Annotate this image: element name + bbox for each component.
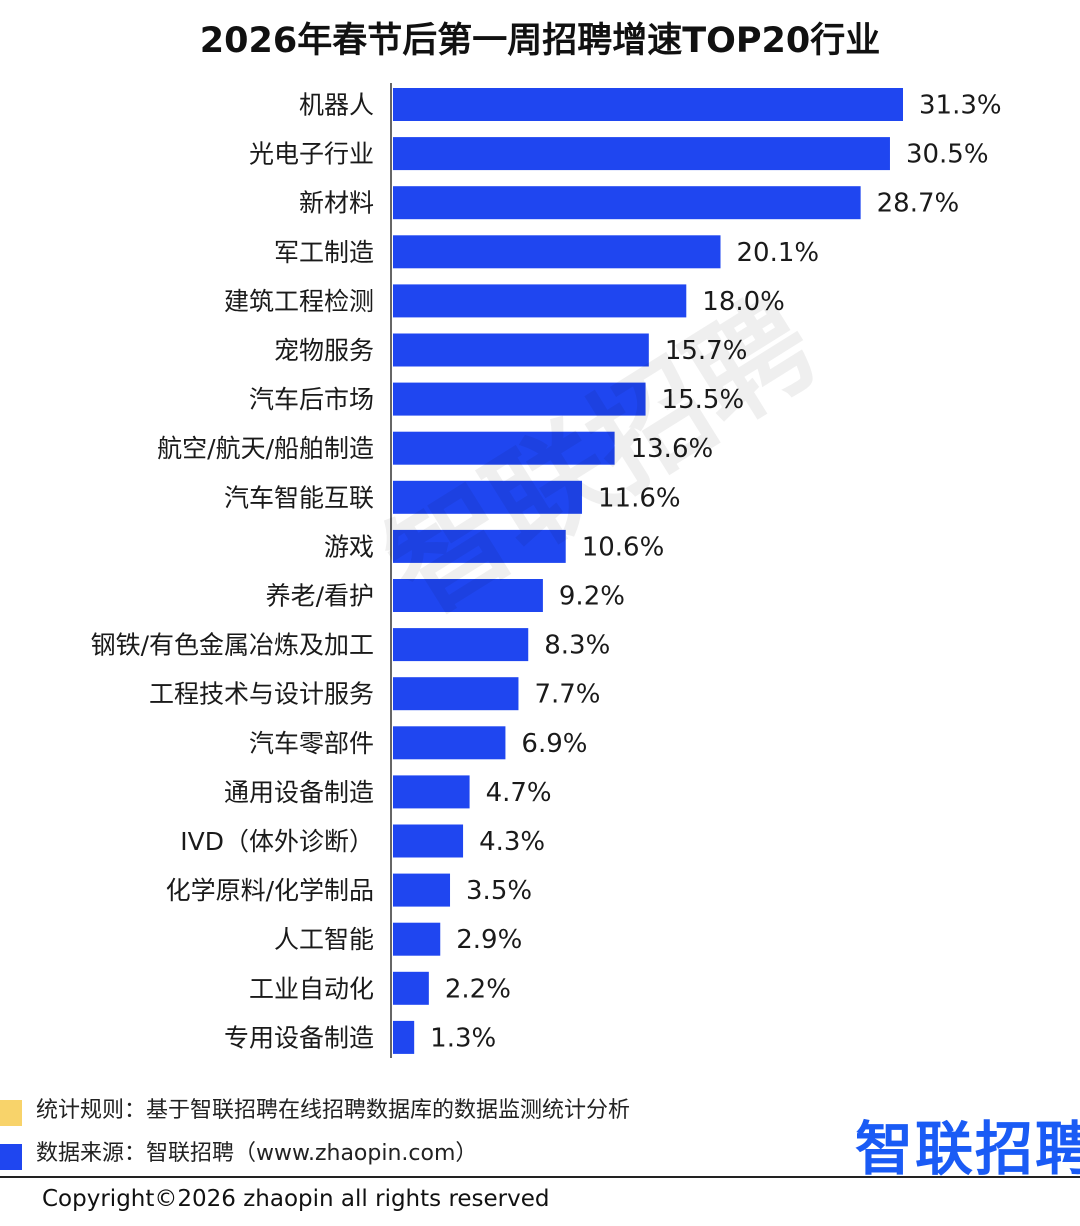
category-labels-group: 机器人光电子行业新材料军工制造建筑工程检测宠物服务汽车后市场航空/航天/船舶制造… bbox=[91, 91, 374, 1053]
value-label-10: 9.2% bbox=[559, 582, 625, 612]
category-label-18: 工业自动化 bbox=[249, 974, 374, 1003]
bar-4 bbox=[393, 284, 687, 318]
category-label-2: 新材料 bbox=[299, 189, 374, 218]
value-label-2: 28.7% bbox=[877, 189, 960, 219]
bar-17 bbox=[393, 922, 441, 956]
bar-11 bbox=[393, 628, 529, 662]
category-label-1: 光电子行业 bbox=[249, 140, 374, 169]
bar-chart: 机器人光电子行业新材料军工制造建筑工程检测宠物服务汽车后市场航空/航天/船舶制造… bbox=[91, 83, 1002, 1058]
category-label-0: 机器人 bbox=[299, 91, 374, 120]
bar-14 bbox=[393, 775, 470, 809]
footer-divider bbox=[0, 1176, 1080, 1178]
chart-title: 2026年春节后第一周招聘增速TOP20行业 bbox=[199, 21, 881, 61]
rule-marker bbox=[0, 1100, 22, 1126]
category-label-12: 工程技术与设计服务 bbox=[149, 680, 374, 709]
value-label-0: 31.3% bbox=[919, 91, 1002, 121]
copyright: Copyright©2026 zhaopin all rights reserv… bbox=[42, 1186, 550, 1212]
bars-group bbox=[393, 88, 903, 1054]
category-label-6: 汽车后市场 bbox=[249, 385, 374, 414]
value-labels-group: 31.3% 30.5% 28.7% 20.1% 18.0% 15.7% 15.5% 13.6%… bbox=[430, 91, 1001, 1054]
bar-0 bbox=[393, 88, 903, 121]
data-source-note: 数据来源：智联招聘（www.zhaopin.com） bbox=[36, 1141, 478, 1166]
value-label-3: 20.1% bbox=[737, 238, 820, 268]
category-label-15: IVD（体外诊断） bbox=[180, 827, 374, 856]
value-label-14: 4.7% bbox=[486, 778, 552, 808]
bar-19 bbox=[393, 1020, 415, 1054]
category-label-9: 游戏 bbox=[324, 532, 374, 561]
category-label-16: 化学原料/化学制品 bbox=[166, 876, 374, 905]
bar-10 bbox=[393, 579, 543, 612]
bar-12 bbox=[393, 677, 519, 711]
category-label-13: 汽车零部件 bbox=[249, 729, 374, 758]
bar-6 bbox=[393, 382, 646, 416]
source-marker bbox=[0, 1144, 22, 1170]
value-label-18: 2.2% bbox=[445, 974, 511, 1004]
bar-18 bbox=[393, 971, 429, 1005]
category-label-4: 建筑工程检测 bbox=[224, 287, 374, 316]
bar-15 bbox=[393, 824, 464, 858]
value-label-17: 2.9% bbox=[456, 925, 522, 955]
bar-5 bbox=[393, 333, 649, 367]
bar-8 bbox=[393, 480, 583, 514]
bar-2 bbox=[393, 186, 861, 220]
value-label-1: 30.5% bbox=[906, 140, 989, 170]
category-label-19: 专用设备制造 bbox=[224, 1023, 374, 1052]
value-label-15: 4.3% bbox=[479, 827, 545, 857]
bar-9 bbox=[393, 529, 566, 563]
category-label-8: 汽车智能互联 bbox=[224, 483, 374, 512]
value-label-11: 8.3% bbox=[544, 631, 610, 661]
bar-13 bbox=[393, 726, 506, 760]
bar-16 bbox=[393, 873, 451, 907]
bar-1 bbox=[393, 137, 890, 171]
category-label-10: 养老/看护 bbox=[266, 582, 374, 611]
value-label-7: 13.6% bbox=[631, 434, 714, 464]
value-label-19: 1.3% bbox=[430, 1023, 496, 1053]
stat-rule-note: 统计规则：基于智联招聘在线招聘数据库的数据监测统计分析 bbox=[36, 1098, 631, 1123]
value-label-12: 7.7% bbox=[534, 680, 600, 710]
value-label-13: 6.9% bbox=[521, 729, 587, 759]
zhaopin-logo: 智联招聘 bbox=[855, 1115, 1080, 1183]
value-label-16: 3.5% bbox=[466, 876, 532, 906]
value-label-4: 18.0% bbox=[702, 287, 785, 317]
value-label-6: 15.5% bbox=[662, 385, 745, 415]
category-label-5: 宠物服务 bbox=[274, 336, 374, 365]
category-label-3: 军工制造 bbox=[274, 238, 374, 267]
value-label-8: 11.6% bbox=[598, 483, 681, 513]
category-label-17: 人工智能 bbox=[274, 925, 374, 954]
bar-3 bbox=[393, 235, 721, 269]
value-label-9: 10.6% bbox=[582, 532, 665, 562]
value-label-5: 15.7% bbox=[665, 336, 748, 366]
category-label-14: 通用设备制造 bbox=[224, 778, 374, 807]
category-label-7: 航空/航天/船舶制造 bbox=[157, 434, 374, 463]
bar-7 bbox=[393, 431, 615, 465]
category-label-11: 钢铁/有色金属冶炼及加工 bbox=[91, 631, 374, 660]
